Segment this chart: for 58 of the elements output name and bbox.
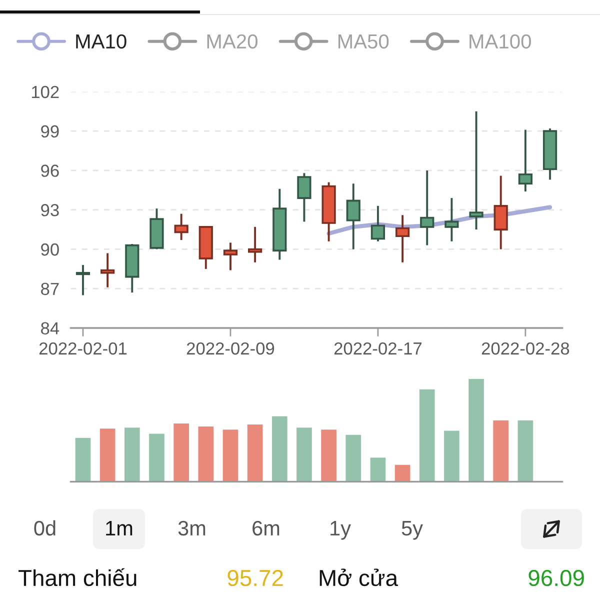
text: 1y: [330, 521, 351, 540]
x-tick-label: 2022-02-28: [482, 342, 570, 355]
candlestick: [518, 128, 532, 192]
y-tick-label: 84: [41, 322, 60, 334]
candlestick: [223, 242, 238, 272]
text: Tham chiếu: [18, 568, 136, 586]
bar: [148, 432, 166, 482]
legend-label: MA50: [338, 34, 389, 49]
bar: [172, 422, 190, 482]
bar: [295, 426, 314, 482]
y-tick-label: 93: [41, 204, 59, 216]
text: 1m: [106, 521, 132, 536]
text: 95.72: [228, 570, 283, 586]
bar: [196, 425, 215, 482]
text: 5y: [402, 521, 423, 540]
candlestick: [494, 174, 508, 250]
candlestick: [297, 172, 312, 223]
candlestick: [248, 226, 262, 264]
bar: [393, 463, 412, 482]
y-tick-label: 96: [41, 164, 59, 177]
candlestick: [346, 182, 360, 250]
bar: [320, 428, 338, 482]
bar: [467, 378, 486, 482]
bar: [418, 388, 436, 482]
bar: [98, 427, 117, 482]
candlestick: [174, 212, 188, 242]
bar: [516, 418, 534, 482]
text: 96.09: [528, 570, 584, 586]
legend-label: MA100: [470, 34, 531, 49]
bar: [368, 456, 387, 482]
x-tick-label: 2022-02-09: [186, 342, 274, 355]
text: Mở cửa: [320, 568, 398, 586]
y-tick-label: 90: [41, 243, 59, 256]
x-tick-label: 2022-02-17: [334, 342, 422, 355]
bar: [270, 414, 289, 482]
y-tick-label: 99: [41, 125, 59, 138]
candlestick: [100, 252, 115, 288]
legend-label: MA10: [76, 34, 126, 49]
bar: [221, 428, 240, 482]
bar: [492, 418, 510, 482]
candlestick: [420, 169, 434, 246]
bar: [344, 433, 362, 482]
candlestick: [76, 264, 90, 296]
candlestick: [444, 197, 459, 242]
text: 3m: [178, 520, 206, 536]
bar: [74, 436, 92, 482]
candlestick: [370, 204, 385, 242]
candlestick: [469, 110, 484, 231]
legend-label: MA20: [207, 34, 258, 49]
x-tick-label: 2022-02-01: [39, 342, 127, 355]
y-tick-label: 87: [41, 282, 59, 296]
y-tick-label: 102: [32, 86, 59, 98]
text: 0d: [34, 520, 56, 536]
text: 6m: [252, 520, 280, 536]
bar: [246, 423, 264, 482]
bar: [442, 429, 461, 482]
candlestick: [395, 214, 410, 264]
bar: [123, 426, 142, 482]
